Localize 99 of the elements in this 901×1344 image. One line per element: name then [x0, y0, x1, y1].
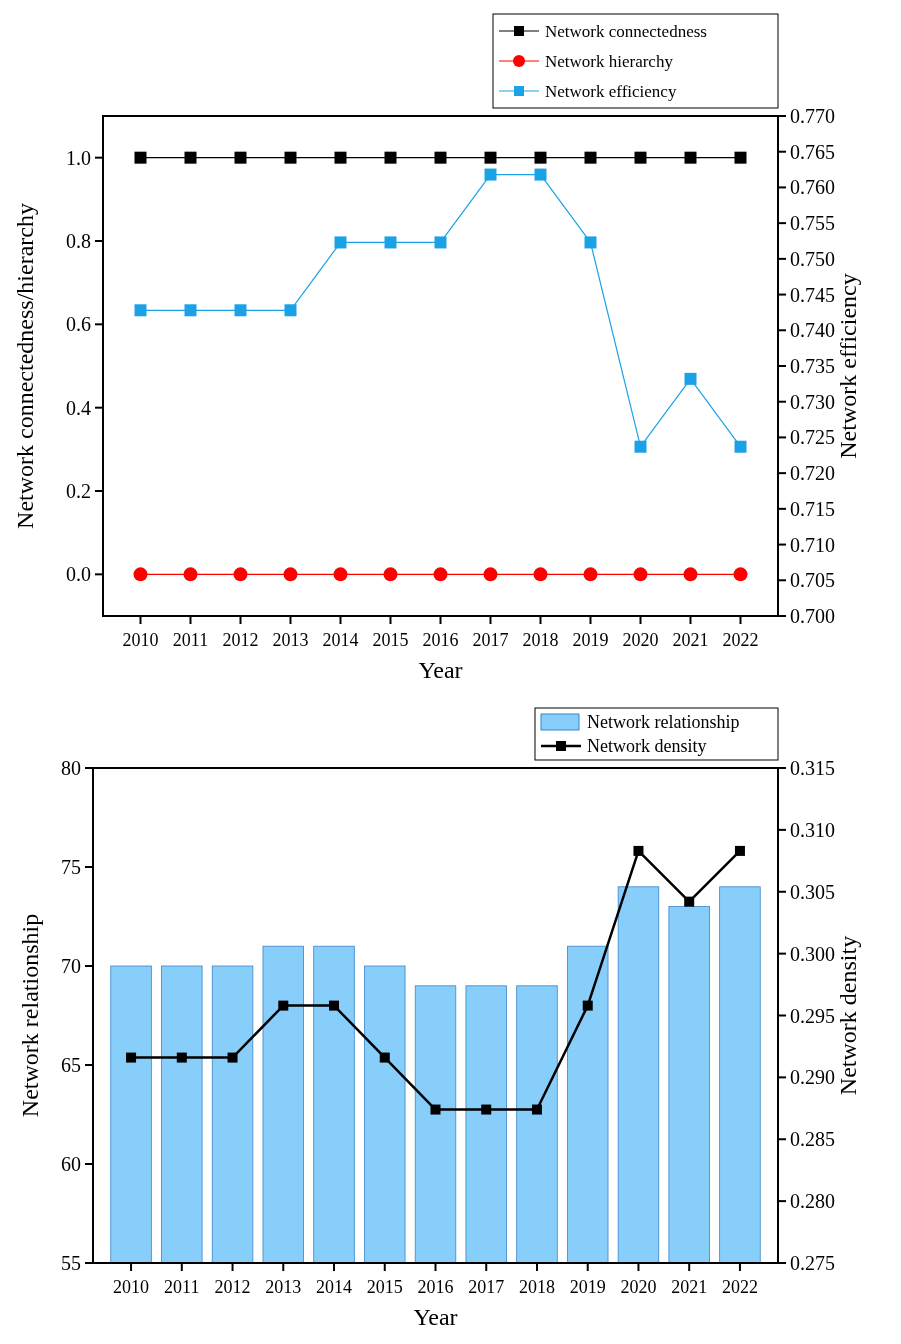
- y-tick-label: 55: [61, 1252, 81, 1274]
- y-tick-label: 70: [61, 955, 81, 977]
- point: [430, 1104, 441, 1115]
- x-tick-label: 2018: [522, 630, 559, 650]
- y-axis-title: Network relationship: [17, 913, 43, 1118]
- y2-tick-label: 0.760: [790, 176, 835, 199]
- x-axis-title: Year: [418, 657, 463, 683]
- legend-label: Network relationship: [587, 712, 740, 733]
- point: [531, 1104, 542, 1115]
- point: [534, 168, 547, 181]
- y2-tick-label: 0.750: [790, 247, 835, 270]
- y-tick-label: 0.8: [66, 230, 91, 252]
- x-tick-label: 2015: [366, 1277, 403, 1297]
- x-tick-label: 2020: [620, 1277, 657, 1297]
- y-tick-label: 0.6: [66, 313, 91, 336]
- y2-tick-label: 0.315: [790, 757, 835, 779]
- x-tick-label: 2011: [164, 1277, 200, 1297]
- y-tick-label: 0.0: [66, 563, 91, 586]
- point: [278, 1000, 289, 1011]
- y2-tick-label: 0.740: [790, 319, 835, 342]
- y-tick-label: 1.0: [66, 146, 91, 169]
- y-tick-label: 60: [61, 1153, 81, 1175]
- x-axis-title: Year: [413, 1304, 458, 1330]
- x-tick-label: 2019: [572, 630, 609, 650]
- y-axis-title: Network connectedness/hierarchy: [12, 203, 38, 529]
- y-tick-label: 0.4: [66, 396, 91, 419]
- x-tick-label: 2013: [272, 630, 309, 650]
- x-tick-label: 2014: [322, 630, 359, 650]
- y-tick-label: 80: [61, 757, 81, 779]
- y2-tick-label: 0.295: [790, 1004, 835, 1027]
- x-tick-label: 2012: [222, 630, 259, 650]
- x-tick-label: 2016: [422, 630, 459, 650]
- y2-tick-label: 0.720: [790, 462, 835, 485]
- point: [134, 304, 147, 317]
- x-tick-label: 2017: [468, 1277, 505, 1297]
- point: [684, 372, 697, 385]
- y2-tick-label: 0.310: [790, 818, 835, 841]
- x-tick-label: 2012: [214, 1277, 251, 1297]
- point: [582, 1000, 593, 1011]
- y2-tick-label: 0.735: [790, 355, 835, 377]
- point: [379, 1052, 390, 1063]
- x-tick-label: 2020: [622, 630, 659, 650]
- point: [234, 304, 247, 317]
- point: [184, 304, 197, 317]
- point: [434, 236, 447, 249]
- point: [684, 896, 695, 907]
- point: [584, 236, 597, 249]
- y2-tick-label: 0.280: [790, 1190, 835, 1213]
- y2-tick-label: 0.300: [790, 942, 835, 965]
- y2-tick-label: 0.765: [790, 140, 835, 163]
- x-tick-label: 2014: [316, 1277, 353, 1297]
- legend-label: Network efficiency: [545, 81, 677, 101]
- x-tick-label: 2013: [265, 1277, 302, 1297]
- y2-tick-label: 0.730: [790, 390, 835, 413]
- legend-label: Network density: [587, 736, 707, 757]
- y2-tick-label: 0.725: [790, 426, 835, 449]
- x-tick-label: 2021: [672, 630, 709, 650]
- point: [484, 168, 497, 181]
- point: [384, 236, 397, 249]
- point: [329, 1000, 340, 1011]
- y2-axis-title: Network density: [835, 935, 861, 1096]
- y-tick-label: 0.2: [66, 480, 91, 502]
- point: [227, 1052, 238, 1063]
- y2-tick-label: 0.710: [790, 533, 835, 556]
- y2-tick-label: 0.745: [790, 283, 835, 306]
- y2-tick-label: 0.305: [790, 880, 835, 903]
- point: [284, 304, 297, 317]
- point: [334, 236, 347, 249]
- legend-label: Network connectedness: [545, 21, 707, 41]
- y-tick-label: 75: [61, 856, 81, 878]
- y2-tick-label: 0.705: [790, 569, 835, 592]
- y2-tick-label: 0.285: [790, 1128, 835, 1151]
- y2-tick-label: 0.290: [790, 1066, 835, 1089]
- x-tick-label: 2021: [671, 1277, 708, 1297]
- y2-tick-label: 0.275: [790, 1252, 835, 1274]
- legend-label: Network hierarchy: [545, 51, 674, 71]
- point: [734, 845, 745, 856]
- y2-tick-label: 0.770: [790, 105, 835, 127]
- y2-axis-title: Network efficiency: [835, 273, 861, 459]
- y2-tick-label: 0.715: [790, 497, 835, 520]
- x-tick-label: 2017: [472, 630, 509, 650]
- point: [481, 1104, 492, 1115]
- x-tick-label: 2011: [172, 630, 209, 650]
- x-tick-label: 2022: [722, 630, 759, 650]
- x-tick-label: 2010: [122, 630, 159, 650]
- point: [734, 440, 747, 453]
- y2-tick-label: 0.755: [790, 212, 835, 235]
- point: [633, 845, 644, 856]
- point: [126, 1052, 137, 1063]
- x-tick-label: 2010: [113, 1277, 150, 1297]
- x-tick-label: 2018: [518, 1277, 555, 1297]
- x-tick-label: 2016: [417, 1277, 454, 1297]
- y-tick-label: 65: [61, 1054, 81, 1076]
- x-tick-label: 2019: [569, 1277, 606, 1297]
- x-tick-label: 2015: [372, 630, 409, 650]
- x-tick-label: 2022: [721, 1277, 758, 1297]
- point: [176, 1052, 187, 1063]
- point: [634, 440, 647, 453]
- y2-tick-label: 0.700: [790, 605, 835, 627]
